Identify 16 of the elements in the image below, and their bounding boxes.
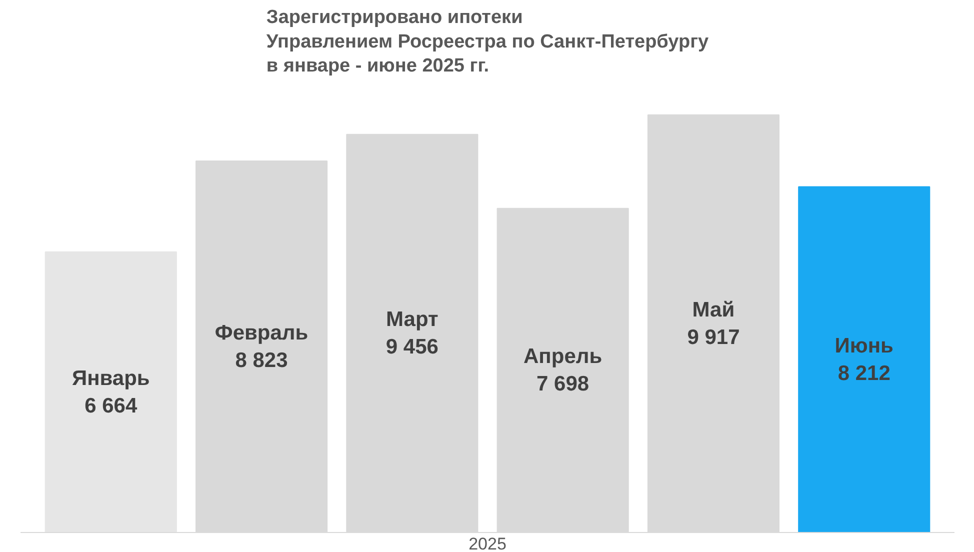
data-label: 8 823 (235, 349, 288, 372)
data-label: 6 664 (84, 394, 138, 418)
x-axis-title: 2025 (468, 534, 506, 552)
bar (798, 186, 930, 532)
bar (44, 251, 177, 532)
x-tick-label: Март (386, 308, 438, 332)
data-label: 7 698 (536, 372, 590, 396)
x-tick-label: Июнь (834, 334, 894, 358)
data-label: 9 456 (386, 336, 438, 359)
data-label: 9 917 (687, 326, 740, 350)
chart-title: Зарегистрировано ипотеки Управлением Росреестра по Санкт-Петербургу в январе - июне 2025 гг. (266, 7, 710, 76)
x-tick-label: Май (692, 298, 735, 322)
x-tick-label: Апрель (524, 345, 602, 368)
x-tick-label: Январь (72, 366, 150, 390)
data-label: 8 212 (838, 362, 890, 385)
x-tick-label: Февраль (214, 321, 308, 344)
